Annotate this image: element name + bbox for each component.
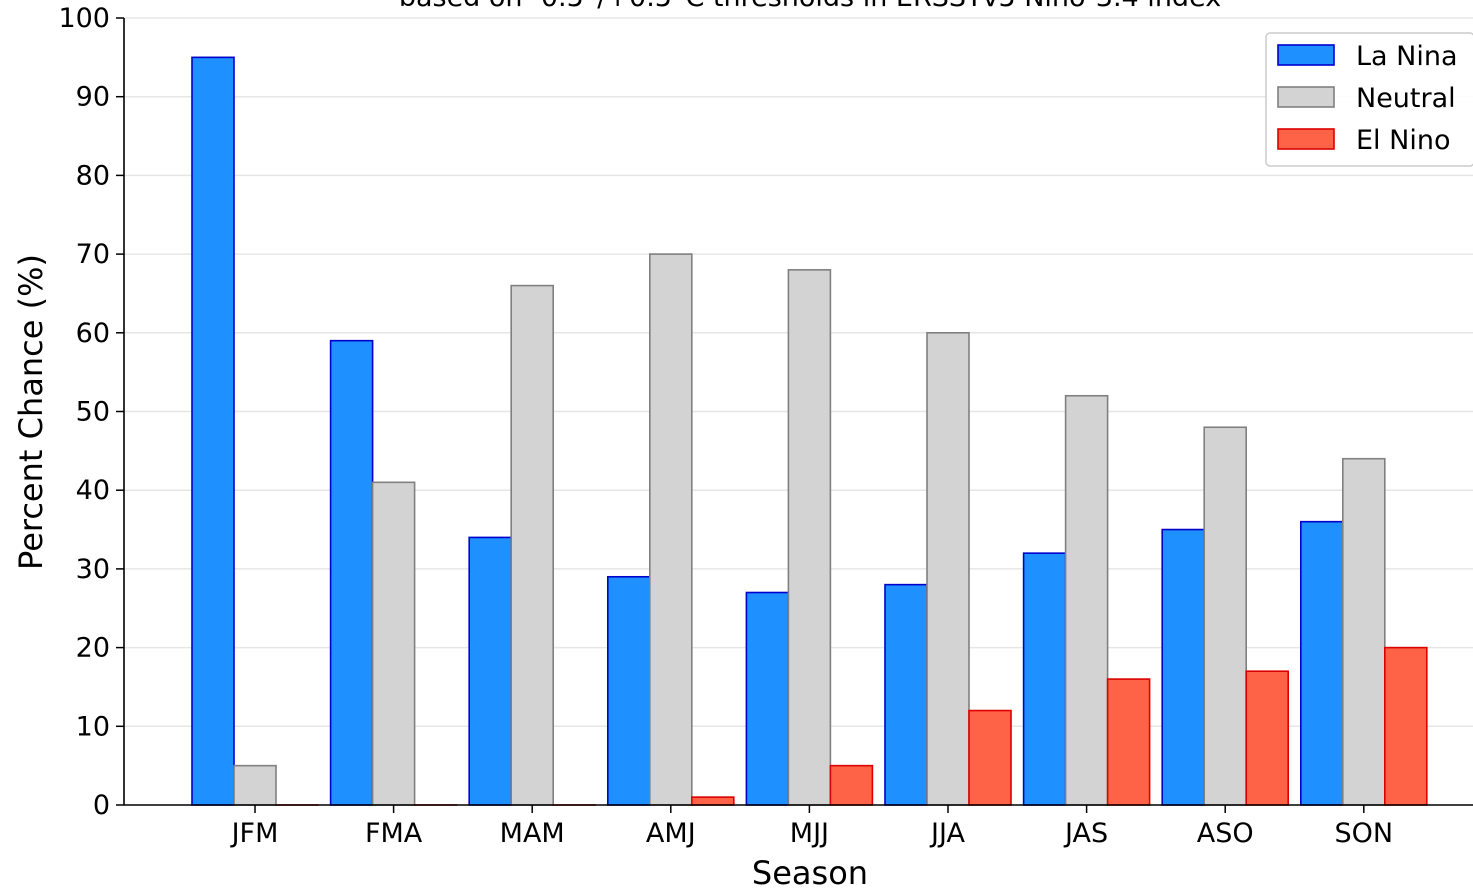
bar-neutral-jas [1064,394,1109,806]
x-tick-label: JAS [1063,818,1108,849]
x-tick-label: ASO [1197,818,1254,849]
bar-neutral-jfm [233,764,277,806]
bar-la-nina-mjj [745,591,790,806]
legend-swatch [1277,44,1335,66]
bar-el-nino-jas [1106,678,1151,806]
x-tick-label: AMJ [646,818,696,849]
bar-neutral-aso [1203,426,1247,806]
x-tick-label: SON [1335,818,1394,849]
y-tick-label: 90 [76,82,110,113]
bar-la-nina-jas [1022,552,1067,806]
y-tick-label: 100 [58,3,110,34]
bar-el-nino-mjj [829,764,874,806]
bar-el-nino-jja [968,709,1012,806]
legend-label: El Nino [1356,125,1450,156]
y-tick-label: 20 [76,633,110,664]
x-tick-label: MJJ [790,818,829,849]
bar-la-nina-aso [1161,528,1205,806]
y-tick-label: 0 [93,790,110,821]
legend-label: Neutral [1356,83,1456,114]
bar-neutral-amj [648,253,693,806]
y-axis-title: Percent Chance (%) [12,254,50,570]
y-tick-label: 70 [76,239,110,270]
bars [191,56,1428,806]
bar-la-nina-mam [468,536,513,806]
bar-el-nino-aso [1245,670,1289,806]
x-tick-label: FMA [365,818,423,849]
legend-swatch [1277,128,1335,150]
x-tick-label: MAM [500,818,565,849]
bar-neutral-son [1342,457,1386,806]
bar-la-nina-amj [606,575,651,806]
chart-title: based on -0.5°/+0.5°C thresholds in ERSS… [399,0,1221,13]
legend-label: La Nina [1356,41,1458,72]
bar-la-nina-jja [884,583,928,806]
bar-el-nino-son [1384,646,1428,806]
bar-el-nino-amj [690,796,735,806]
x-tick-label: JJA [929,818,965,849]
y-tick-label: 50 [76,397,110,428]
y-tick-label: 80 [76,160,110,191]
legend: La Nina Neutral El Nino [1265,32,1473,167]
bar-neutral-mjj [787,269,832,806]
y-tick-label: 10 [76,711,110,742]
x-tick-label: JFM [230,818,279,849]
bar-neutral-fma [371,481,416,806]
axes: 0 10 20 30 40 50 60 70 80 90 100 JFM FMA MAM AMJ MJJ JJA… [58,3,1473,849]
y-tick-label: 40 [76,475,110,506]
bar-la-nina-fma [329,339,374,806]
y-tick-label: 60 [76,318,110,349]
bar-neutral-jja [926,331,970,806]
x-axis-title: Season [752,854,868,889]
bar-la-nina-son [1300,520,1344,806]
y-tick-label: 30 [76,554,110,585]
legend-swatch [1277,86,1335,108]
bar-la-nina-jfm [191,56,235,806]
bar-neutral-mam [510,284,555,806]
